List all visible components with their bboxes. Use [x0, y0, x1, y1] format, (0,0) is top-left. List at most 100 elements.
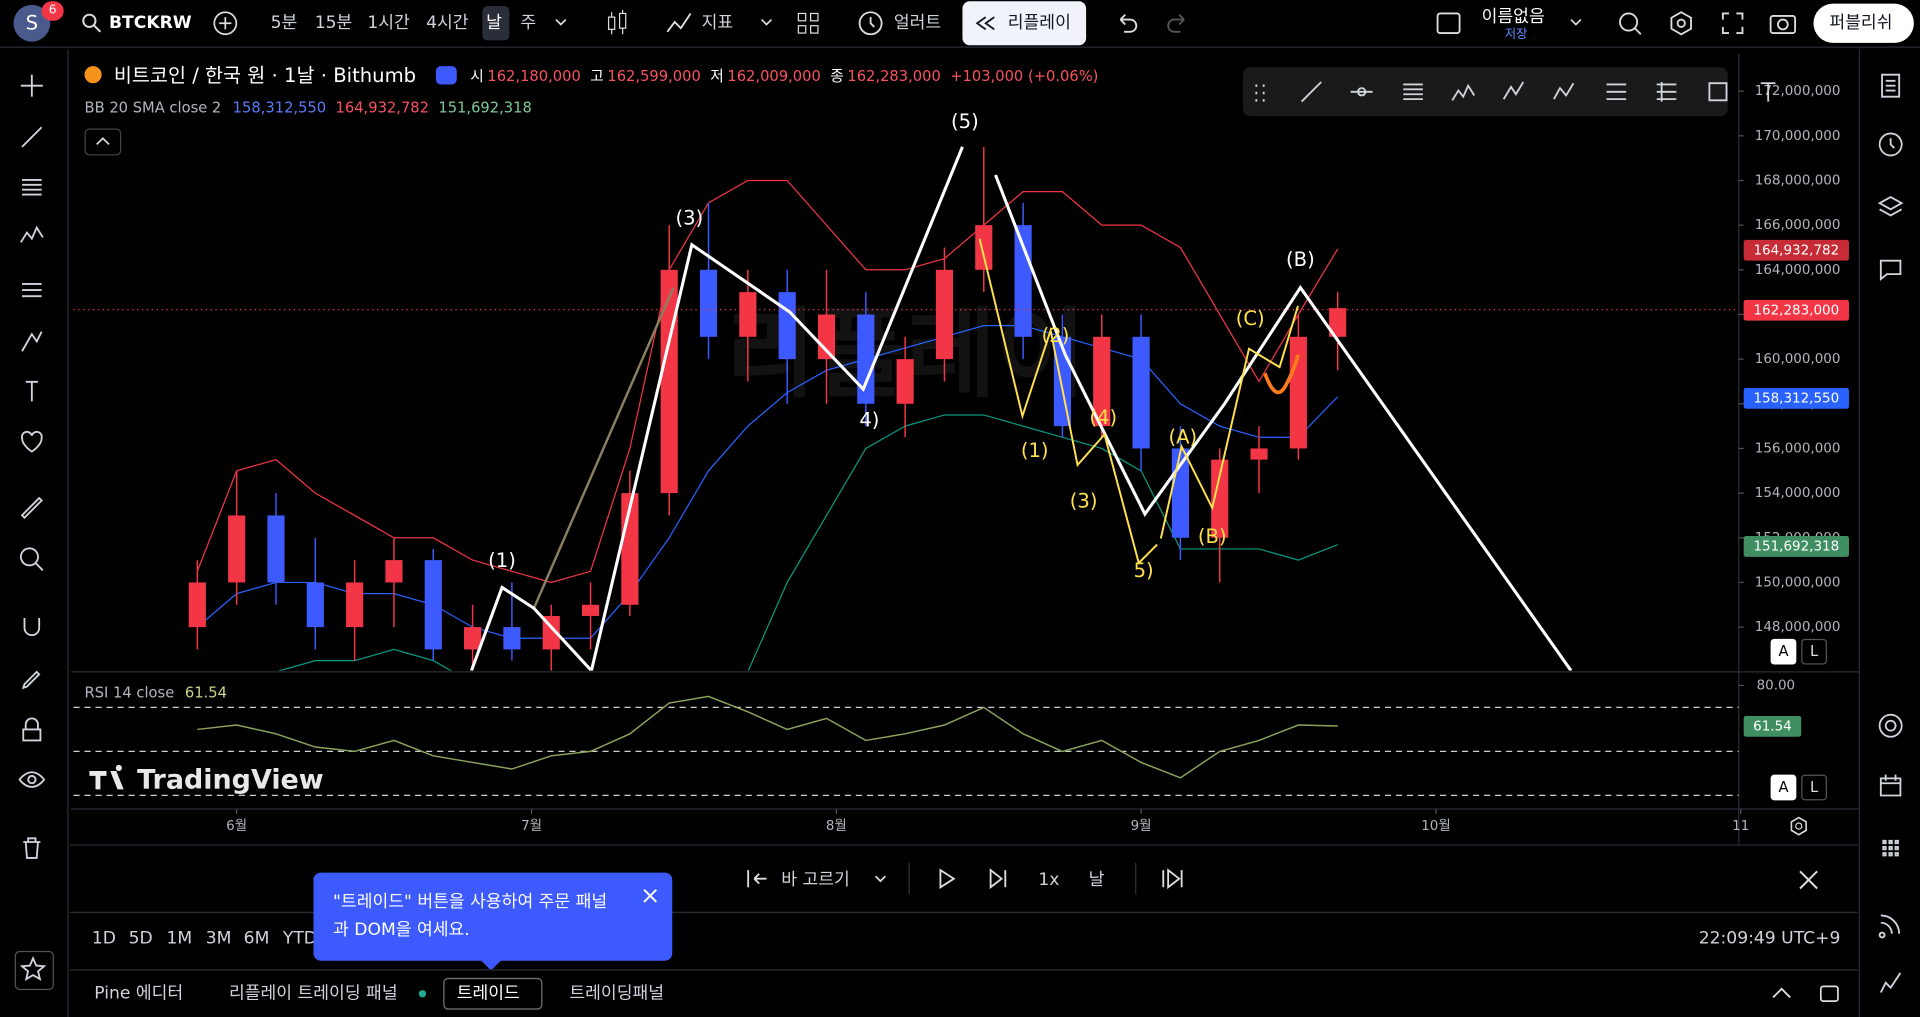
quick-search-icon[interactable] [1616, 10, 1643, 37]
chevron[interactable] [759, 16, 774, 28]
tooltip-close[interactable] [642, 887, 659, 904]
bottom-tab[interactable]: 트레이드 [456, 983, 520, 1004]
publish-button-bg[interactable] [1813, 3, 1914, 43]
left-tool[interactable] [17, 613, 46, 642]
left-tool[interactable] [17, 173, 46, 202]
sidebar-tool[interactable] [1876, 71, 1905, 100]
range-button[interactable]: 3M [205, 928, 232, 949]
left-tool[interactable] [17, 493, 46, 522]
interval[interactable]: 5분 [270, 13, 298, 34]
sidebar-tool[interactable] [1876, 193, 1905, 222]
symbol[interactable]: BTCKRW [108, 13, 192, 34]
drawing-tool[interactable] [1347, 77, 1376, 106]
chevron[interactable] [1569, 16, 1584, 28]
settings-icon[interactable] [1668, 10, 1695, 37]
drawing-tool[interactable] [1245, 77, 1274, 106]
undo-icon[interactable] [1114, 12, 1138, 34]
interval[interactable]: 4시간 [426, 13, 469, 34]
drawing-tool[interactable] [1550, 77, 1579, 106]
avatar[interactable]: S [13, 4, 51, 42]
speed-button[interactable]: 1x [1038, 870, 1060, 890]
interval[interactable]: 1시간 [367, 13, 410, 34]
alert-icon[interactable] [856, 9, 885, 38]
auto-scale-button[interactable]: A [1770, 638, 1797, 665]
left-tool[interactable] [17, 765, 46, 794]
left-tool[interactable] [17, 122, 46, 151]
drawing-tool[interactable] [1652, 77, 1681, 106]
axis-settings-icon[interactable] [1788, 815, 1810, 837]
range-button[interactable]: 1M [166, 928, 193, 949]
jump-realtime-button[interactable] [1160, 866, 1187, 890]
layout-name[interactable]: 이름없음 [1481, 7, 1545, 27]
bb-title[interactable]: BB 20 SMA close 2 [84, 99, 222, 117]
publish-button[interactable]: 퍼블리쉬 [1829, 13, 1893, 34]
snapshot-icon[interactable] [1768, 10, 1797, 37]
drawing-tool[interactable] [1296, 77, 1325, 106]
sidebar-tool[interactable] [1876, 255, 1905, 284]
chart-type-icon[interactable] [605, 9, 629, 37]
drawing-tool[interactable] [1601, 77, 1630, 106]
layout-icon[interactable] [796, 11, 820, 35]
collapse-panel[interactable] [1769, 983, 1793, 1003]
indicators-button[interactable]: 지표 [701, 13, 734, 34]
range-button[interactable]: 6M [243, 928, 270, 949]
replay-button-bg[interactable] [962, 1, 1087, 46]
indicator-icon[interactable] [665, 10, 694, 37]
interval[interactable]: 15분 [314, 13, 353, 34]
drawing-tool[interactable] [1499, 77, 1528, 106]
left-tool[interactable] [17, 377, 46, 406]
sidebar-tool[interactable] [1876, 130, 1905, 159]
sidebar-tool[interactable] [1876, 909, 1905, 939]
left-tool[interactable] [17, 665, 46, 694]
drawing-tool[interactable] [1753, 77, 1782, 106]
left-tool[interactable] [17, 275, 46, 304]
sidebar-tool[interactable] [1876, 771, 1905, 800]
favorites-icon[interactable] [18, 955, 47, 984]
sidebar-tool[interactable] [1876, 711, 1905, 740]
close-replay[interactable] [1796, 868, 1820, 892]
sidebar-tool[interactable] [1876, 833, 1905, 862]
sidebar-tool[interactable] [1876, 968, 1905, 997]
interval[interactable]: 주 [520, 13, 537, 34]
layout-box-icon[interactable] [1435, 10, 1462, 37]
replay-interval[interactable]: 날 [1088, 870, 1105, 890]
left-tool[interactable] [17, 833, 46, 862]
drawing-tool[interactable] [1398, 77, 1427, 106]
search-icon[interactable] [81, 12, 103, 34]
legend-title[interactable]: 비트코인 / 한국 원 · 1날 · Bithumb [113, 63, 417, 87]
range-button[interactable]: 5D [128, 928, 153, 949]
step-button[interactable] [986, 866, 1010, 890]
left-tool[interactable] [17, 427, 46, 456]
rsi-title[interactable]: RSI 14 close [84, 684, 175, 702]
left-tool[interactable] [17, 71, 46, 100]
compare-icon[interactable] [212, 10, 239, 37]
select-bar-icon[interactable] [744, 866, 768, 890]
bottom-tab[interactable]: 리플레이 트레이딩 패널 [228, 983, 398, 1004]
redo-icon[interactable] [1166, 12, 1190, 34]
maximize-panel[interactable] [1817, 982, 1841, 1006]
left-tool[interactable] [17, 716, 46, 745]
range-button[interactable]: YTD [282, 928, 318, 949]
alert-button[interactable]: 얼러트 [893, 13, 942, 34]
log-scale-button[interactable]: L [1801, 638, 1827, 665]
bottom-tab[interactable]: Pine 에디터 [94, 983, 184, 1004]
collapse-legend[interactable] [84, 128, 122, 156]
log-scale-button[interactable]: L [1801, 774, 1827, 801]
fullscreen-icon[interactable] [1719, 10, 1746, 37]
left-tool[interactable] [17, 545, 46, 574]
play-button[interactable] [934, 866, 958, 890]
replay-button[interactable]: 리플레이 [1007, 13, 1071, 34]
chevron[interactable] [873, 873, 888, 885]
drawing-tool[interactable] [1449, 77, 1478, 106]
select-bar-button[interactable]: 바 고르기 [781, 870, 850, 890]
interval[interactable]: 날 [486, 13, 502, 34]
clock[interactable]: 22:09:49 UTC+9 [1698, 928, 1841, 949]
bottom-tab[interactable]: 트레이딩패널 [569, 983, 665, 1004]
range-button[interactable]: 1D [91, 928, 116, 949]
active-tab-bg[interactable] [443, 977, 543, 1010]
left-tool[interactable] [17, 327, 46, 356]
chevron[interactable] [553, 16, 568, 28]
left-tool[interactable] [17, 220, 46, 249]
favorites-box[interactable] [14, 950, 54, 991]
drawing-tool[interactable] [1703, 77, 1732, 106]
